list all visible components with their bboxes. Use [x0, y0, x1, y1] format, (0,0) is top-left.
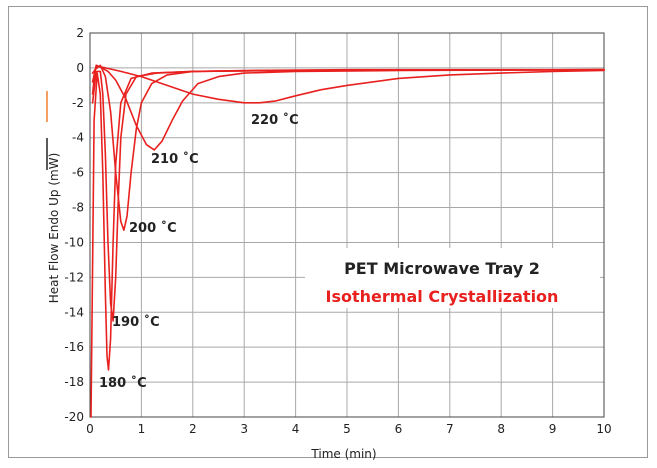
chart-frame	[8, 6, 648, 458]
series-line-2	[91, 64, 605, 231]
y-tick-label: -14	[64, 305, 84, 319]
y-tick-label: -8	[72, 201, 84, 215]
x-tick-label: 6	[395, 422, 403, 436]
y-tick-label: 0	[76, 61, 84, 75]
x-tick-label: 9	[549, 422, 557, 436]
y-tick-label: 2	[76, 26, 84, 40]
y-axis-title: Heat Flow Endo Up (mW)	[47, 153, 61, 304]
y-tick-label: -18	[64, 375, 84, 389]
y-tick-label: -12	[64, 270, 84, 284]
x-tick-label: 3	[240, 422, 248, 436]
axes	[89, 32, 605, 418]
x-tick-label: 1	[138, 422, 146, 436]
y-tick-label: -10	[64, 235, 84, 249]
chart-subtitle: Isothermal Crystallization	[326, 287, 559, 306]
chart-title: PET Microwave Tray 2	[344, 259, 540, 278]
curve-label-200: 200 ˚C	[129, 220, 177, 236]
curve-label-220: 220 ˚C	[251, 112, 299, 128]
tick-labels: 0 1 2 3 4 5 6 7 8 9 10 2 0 -2 -4 -6 -8 -10 -12 -14 -16 -18 -20	[64, 26, 611, 436]
y-tick-label: -6	[72, 166, 84, 180]
series-line-3	[91, 64, 605, 151]
curve-label-180: 180 ˚C	[99, 375, 147, 391]
series-line-1	[91, 68, 605, 322]
x-tick-label: 10	[596, 422, 611, 436]
x-tick-label: 0	[86, 422, 94, 436]
curves	[90, 64, 605, 418]
plot-border	[89, 32, 605, 418]
series-line-4	[91, 65, 605, 104]
curve-label-190: 190 ˚C	[112, 314, 160, 330]
x-tick-label: 4	[292, 422, 300, 436]
y-tick-label: -20	[64, 410, 84, 424]
y-tick-label: -16	[64, 340, 84, 354]
x-axis-title: Time (min)	[310, 447, 376, 461]
x-tick-label: 7	[446, 422, 454, 436]
x-tick-label: 5	[343, 422, 351, 436]
title-backdrop	[305, 248, 600, 308]
x-tick-label: 2	[189, 422, 197, 436]
x-tick-label: 8	[497, 422, 505, 436]
curve-label-210: 210 ˚C	[151, 151, 199, 167]
y-tick-label: -2	[72, 96, 84, 110]
y-tick-label: -4	[72, 131, 84, 145]
